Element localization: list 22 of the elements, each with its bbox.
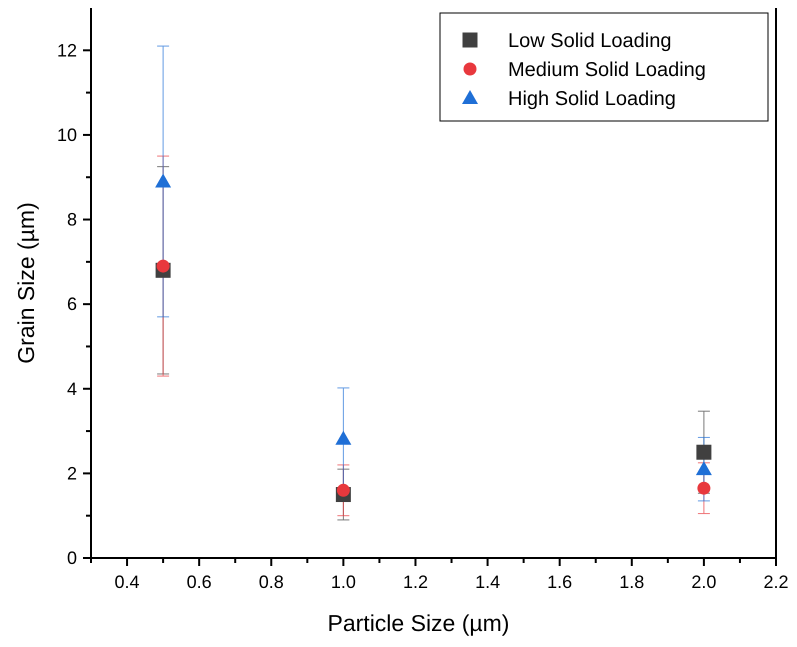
x-tick-label: 1.0 (330, 572, 356, 592)
legend-label: Low Solid Loading (508, 30, 672, 52)
y-tick-label: 2 (66, 463, 77, 484)
x-tick-label: 0.8 (258, 572, 284, 592)
x-tick-label: 2.0 (691, 572, 716, 592)
y-tick-label: 12 (56, 40, 77, 60)
y-tick-label: 0 (66, 548, 77, 568)
y-axis-title: Grain Size (µm) (13, 202, 39, 364)
y-tick-label: 8 (66, 210, 77, 230)
y-tick-label: 10 (56, 124, 77, 145)
x-tick-label: 1.2 (402, 572, 428, 592)
x-tick-label: 0.4 (114, 572, 140, 592)
x-axis-title: Particle Size (µm) (328, 610, 510, 636)
x-tick-label: 0.6 (186, 572, 212, 592)
legend-label: High Solid Loading (508, 88, 676, 110)
x-tick-label: 2.2 (763, 572, 789, 592)
x-tick-label: 1.4 (475, 572, 500, 592)
x-tick-label: 1.8 (619, 572, 644, 592)
y-tick-label: 4 (66, 378, 77, 399)
y-tick-label: 6 (66, 294, 77, 314)
x-tick-label: 1.6 (547, 572, 572, 592)
legend-label: Medium Solid Loading (508, 59, 706, 81)
